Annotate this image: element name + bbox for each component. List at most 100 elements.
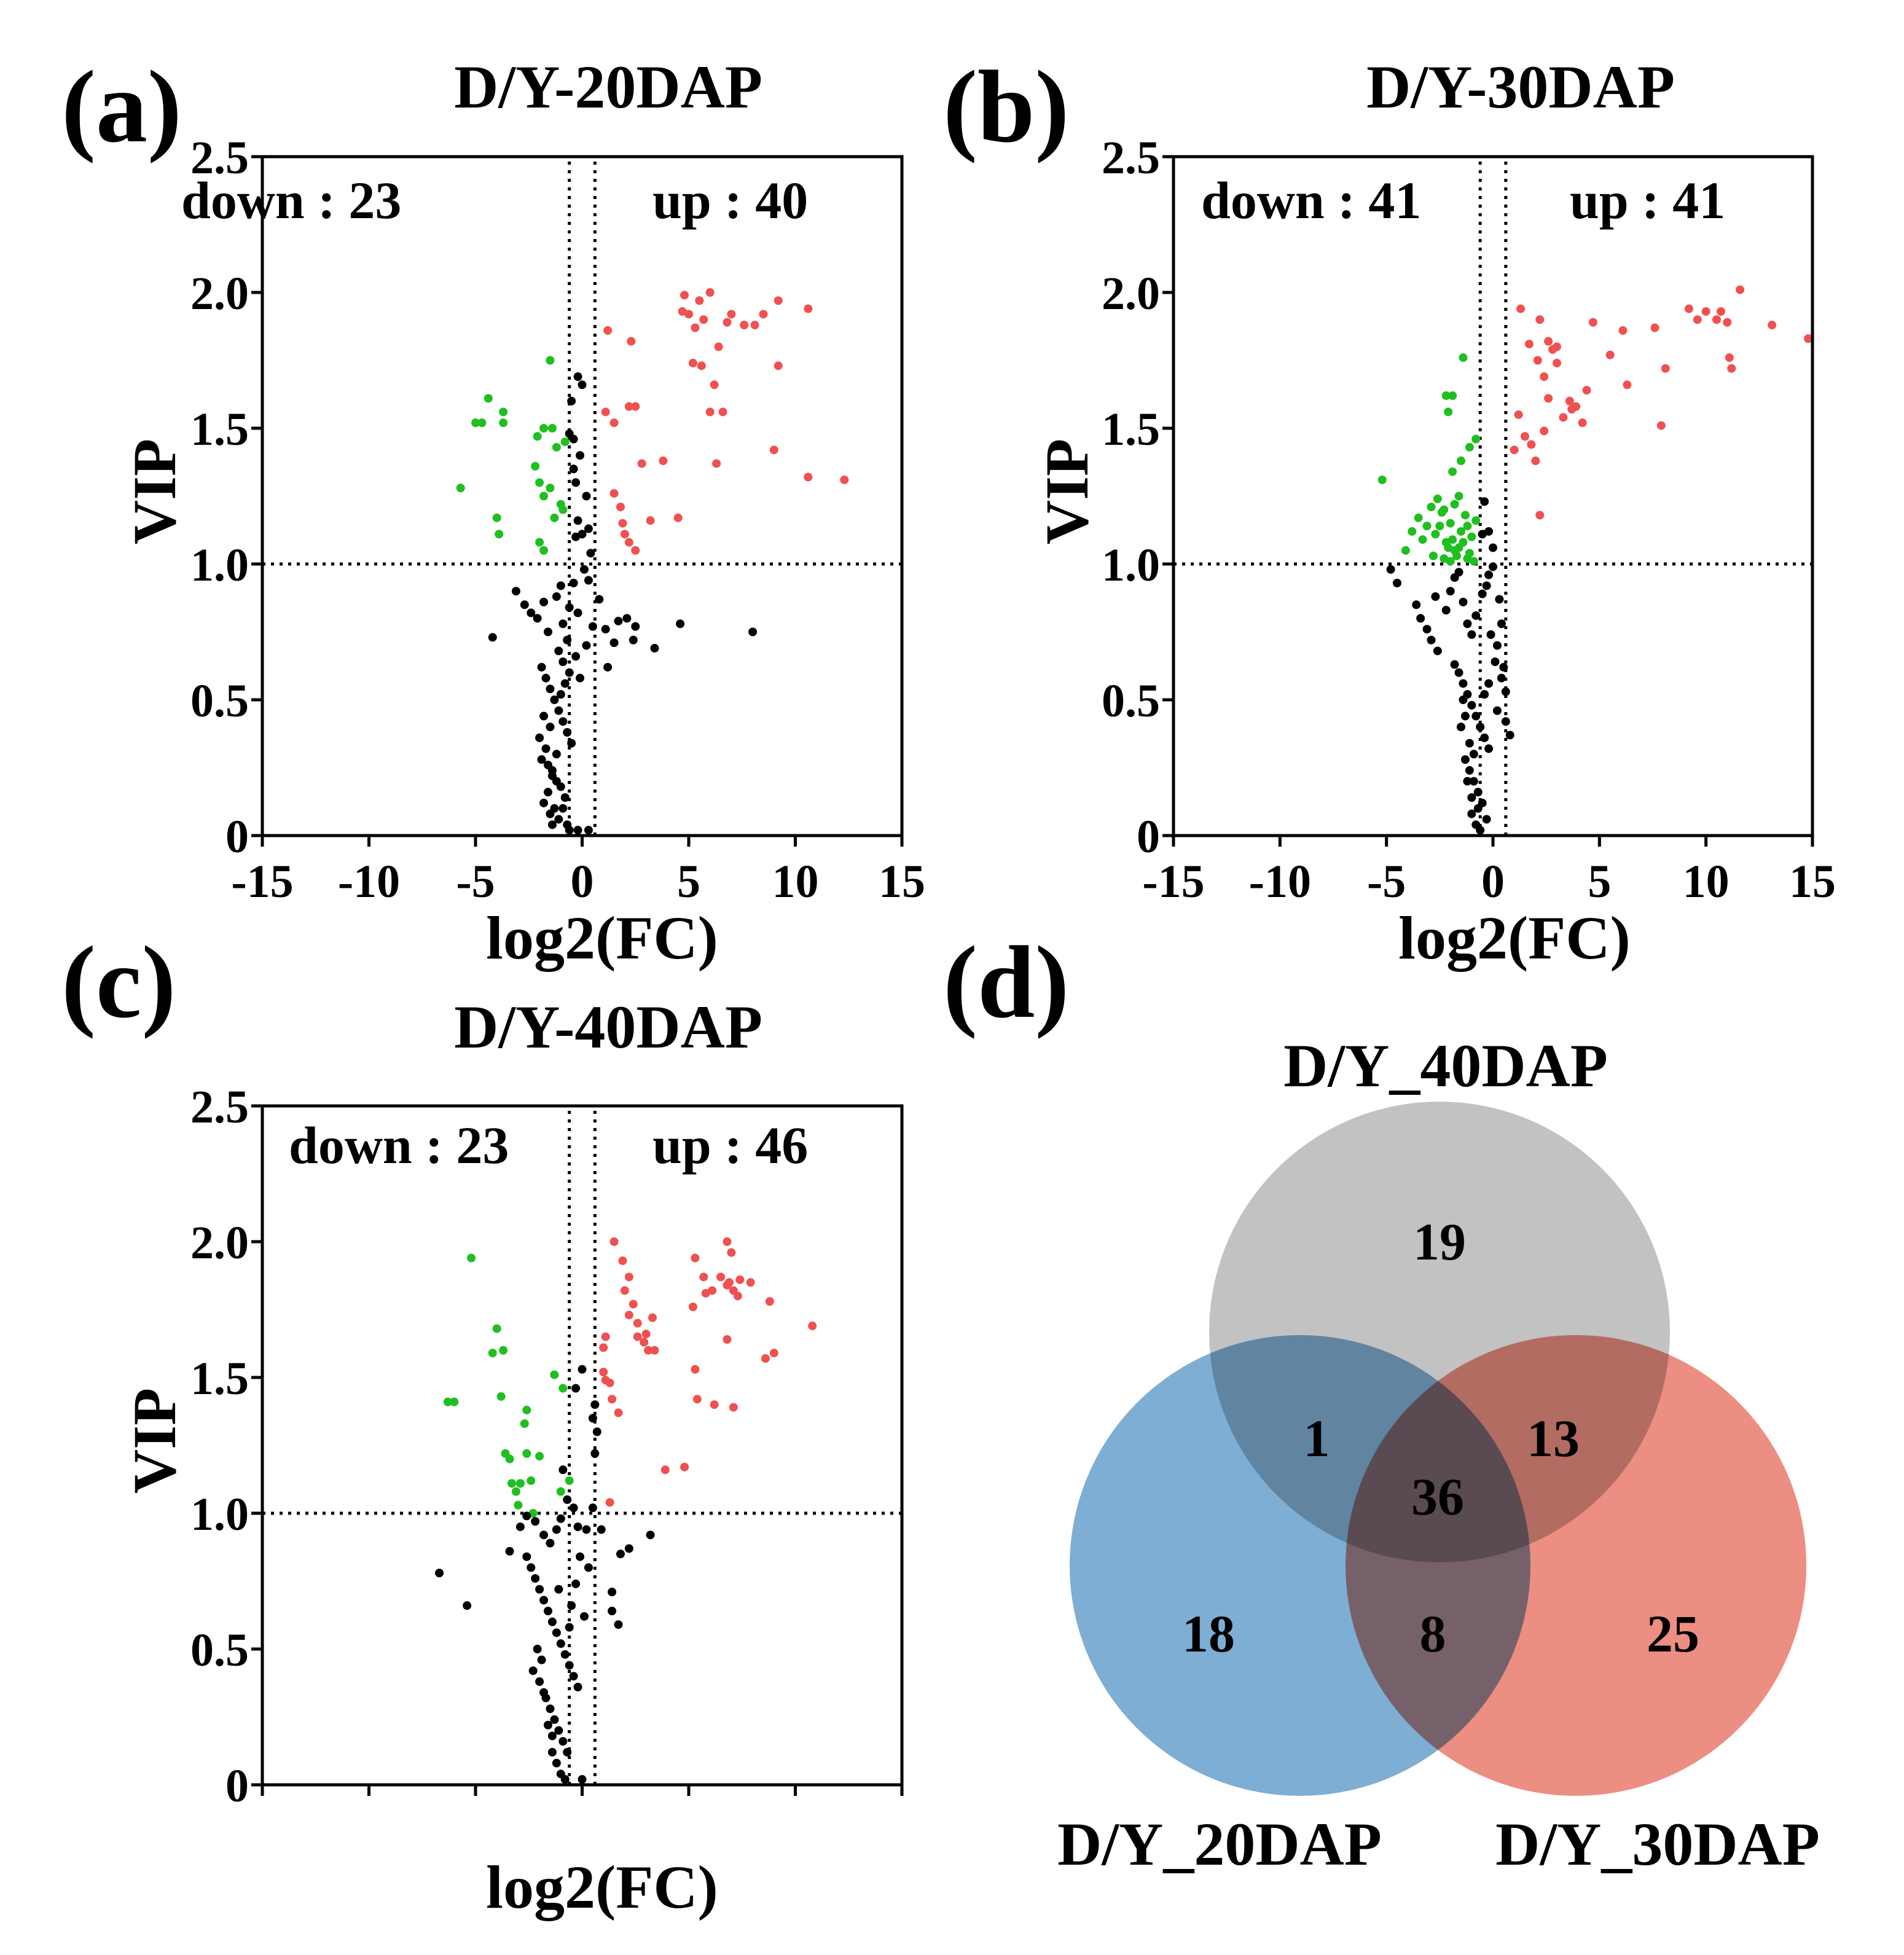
point-ns — [609, 638, 619, 648]
point-ns — [567, 1601, 576, 1610]
point-down — [450, 1397, 459, 1406]
point-down — [546, 484, 555, 493]
y-tick-label: 1.5 — [190, 1353, 249, 1405]
point-ns — [567, 739, 576, 748]
point-ns — [1489, 543, 1497, 552]
volcano-plot-c: D/Y-40DAP down : 23 up : 46 log2(FC) VIP… — [120, 993, 904, 1921]
point-up — [633, 1318, 642, 1328]
point-ns — [554, 815, 563, 824]
point-ns — [1480, 690, 1489, 699]
point-ns — [573, 608, 582, 617]
x-axis-label: log2(FC) — [1398, 904, 1631, 972]
point-down — [443, 1397, 452, 1406]
y-tick-label: 1.0 — [1102, 539, 1160, 591]
point-up — [644, 1346, 653, 1355]
point-down — [514, 1500, 523, 1510]
point-down — [1450, 546, 1459, 555]
point-ns — [1484, 744, 1494, 753]
x-tick-label: -5 — [1367, 856, 1406, 907]
point-ns — [565, 1661, 574, 1670]
point-ns — [552, 592, 561, 601]
point-ns — [603, 662, 613, 672]
point-ns — [546, 1538, 555, 1548]
point-down — [522, 1406, 531, 1415]
point-ns — [531, 1574, 540, 1583]
point-down — [1467, 532, 1476, 541]
venn-count-all: 36 — [1411, 1467, 1464, 1526]
point-ns — [560, 679, 570, 688]
point-up — [697, 361, 706, 370]
point-ns — [1463, 777, 1472, 786]
point-ns — [539, 711, 549, 721]
point-up — [614, 1408, 623, 1417]
point-down — [1457, 456, 1465, 466]
point-down — [1448, 535, 1457, 544]
point-ns — [616, 1550, 625, 1559]
plot-frame — [1172, 155, 1814, 837]
point-down — [499, 407, 508, 417]
point-up — [1553, 342, 1561, 351]
point-ns — [547, 1747, 557, 1757]
point-ns — [578, 1365, 587, 1374]
point-ns — [563, 820, 572, 829]
point-ns — [533, 1645, 542, 1653]
point-down — [1460, 511, 1470, 520]
point-down — [533, 432, 542, 441]
y-axis-label: VIP — [120, 1388, 189, 1494]
point-up — [1701, 307, 1710, 316]
point-ns — [569, 578, 578, 587]
point-ns — [1473, 804, 1483, 813]
point-down — [495, 530, 504, 539]
point-ns — [556, 581, 565, 590]
point-up — [608, 1395, 617, 1404]
point-down — [1422, 522, 1432, 531]
point-up — [631, 546, 640, 555]
point-ns — [547, 1617, 557, 1626]
point-ns — [584, 576, 593, 585]
point-down — [507, 1479, 516, 1488]
point-down — [1401, 546, 1410, 555]
point-down — [1459, 353, 1468, 362]
point-ns — [539, 1596, 549, 1605]
point-ns — [554, 1585, 563, 1594]
point-up — [1693, 315, 1702, 324]
point-ns — [1499, 662, 1508, 672]
point-ns — [488, 633, 497, 642]
point-ns — [543, 1720, 552, 1730]
point-up — [1572, 402, 1581, 411]
point-up — [1716, 307, 1725, 316]
point-up — [629, 1299, 638, 1309]
point-up — [1712, 315, 1721, 324]
point-up — [727, 1248, 736, 1257]
point-ns — [435, 1569, 444, 1578]
point-down — [1414, 513, 1423, 522]
point-down — [456, 484, 465, 493]
point-up — [601, 1376, 610, 1385]
point-up — [1527, 440, 1536, 449]
point-down — [1450, 500, 1459, 509]
point-up — [648, 1313, 657, 1322]
point-up — [688, 358, 697, 367]
venn-set-label-d-y-40dap: D/Y_40DAP — [1283, 1032, 1608, 1100]
point-up — [727, 310, 736, 319]
point-down — [511, 1487, 520, 1496]
point-ns — [579, 1612, 589, 1621]
point-ns — [550, 695, 559, 704]
point-ns — [1480, 733, 1489, 742]
point-up — [723, 318, 732, 327]
point-down — [492, 513, 501, 522]
point-up — [705, 407, 715, 417]
point-down — [467, 1253, 476, 1263]
point-ns — [560, 1650, 570, 1659]
point-ns — [520, 600, 529, 609]
point-up — [601, 407, 610, 417]
up-count-annotation: up : 40 — [652, 171, 808, 230]
point-down — [558, 1384, 568, 1393]
point-up — [714, 342, 723, 351]
point-up — [723, 1335, 732, 1344]
x-tick-label: 15 — [879, 856, 925, 907]
y-tick-label: 1.0 — [190, 1489, 249, 1540]
point-ns — [1497, 673, 1506, 683]
point-ns — [554, 1726, 563, 1735]
